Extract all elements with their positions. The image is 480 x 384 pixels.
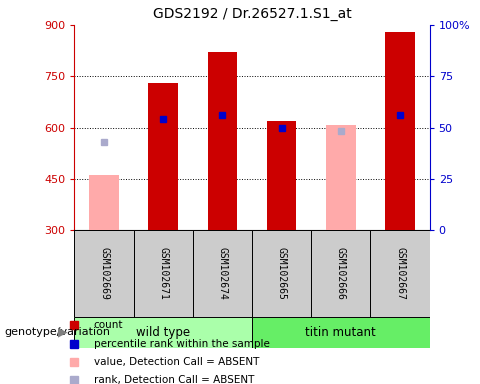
Bar <box>193 230 252 317</box>
Bar <box>148 83 178 230</box>
Title: GDS2192 / Dr.26527.1.S1_at: GDS2192 / Dr.26527.1.S1_at <box>153 7 351 21</box>
Bar <box>208 52 237 230</box>
Text: ▶: ▶ <box>58 326 67 339</box>
Bar <box>252 317 430 348</box>
Bar <box>74 230 133 317</box>
Text: value, Detection Call = ABSENT: value, Detection Call = ABSENT <box>94 357 259 367</box>
Text: rank, Detection Call = ABSENT: rank, Detection Call = ABSENT <box>94 375 254 384</box>
Bar <box>371 230 430 317</box>
Text: genotype/variation: genotype/variation <box>5 327 111 337</box>
Text: GSM102665: GSM102665 <box>276 247 287 300</box>
Bar <box>252 230 311 317</box>
Text: percentile rank within the sample: percentile rank within the sample <box>94 339 269 349</box>
Text: GSM102667: GSM102667 <box>395 247 405 300</box>
Bar <box>89 175 119 230</box>
Bar <box>267 121 297 230</box>
Text: count: count <box>94 320 123 330</box>
Text: GSM102671: GSM102671 <box>158 247 168 300</box>
Text: GSM102666: GSM102666 <box>336 247 346 300</box>
Text: GSM102669: GSM102669 <box>99 247 109 300</box>
Bar <box>326 125 356 230</box>
Bar <box>311 230 371 317</box>
Bar <box>74 317 252 348</box>
Text: wild type: wild type <box>136 326 190 339</box>
Text: titin mutant: titin mutant <box>305 326 376 339</box>
Bar <box>133 230 193 317</box>
Bar <box>385 32 415 230</box>
Text: GSM102674: GSM102674 <box>217 247 228 300</box>
